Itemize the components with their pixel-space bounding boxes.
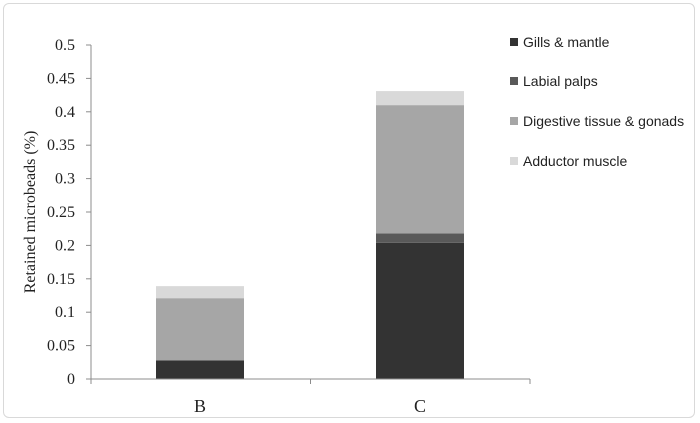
legend-label-3: Adductor muscle — [523, 153, 627, 169]
axes-layer: 0 0.05 0.1 0.15 0.2 0.25 0.3 0.35 0.4 0.45 0.5 B C — [47, 37, 531, 416]
bars-layer — [156, 91, 464, 379]
legend: Gills & mantle Labial palps Digestive tiss… — [510, 34, 684, 169]
x-tick-label-b: B — [194, 396, 206, 416]
y-tick-label: 0.05 — [47, 338, 75, 355]
bar-c-series-3 — [376, 91, 464, 106]
x-tick-label-c: C — [414, 396, 426, 416]
legend-swatch-0 — [510, 38, 518, 46]
bar-c-series-1 — [376, 233, 464, 243]
y-tick-label: 0.45 — [47, 70, 75, 87]
legend-label-0: Gills & mantle — [523, 34, 610, 50]
y-tick-label: 0.4 — [55, 104, 75, 121]
bar-b-series-3 — [156, 286, 244, 299]
y-axis-label: Retained microbeads (%) — [22, 131, 39, 294]
y-tick-label: 0.25 — [47, 204, 75, 221]
legend-swatch-3 — [510, 157, 518, 165]
bar-b-series-2 — [156, 298, 244, 361]
y-tick-label: 0 — [67, 371, 75, 388]
bar-b-series-0 — [156, 360, 244, 379]
chart-frame — [3, 3, 695, 418]
legend-label-2: Digestive tissue & gonads — [523, 113, 684, 129]
y-tick-label: 0.5 — [55, 37, 75, 54]
bar-c-series-2 — [376, 105, 464, 234]
legend-swatch-1 — [510, 77, 518, 85]
legend-swatch-2 — [510, 117, 518, 125]
y-tick-label: 0.2 — [55, 237, 75, 254]
y-tick-label: 0.35 — [47, 137, 75, 154]
bar-c-series-0 — [376, 242, 464, 379]
y-tick-label: 0.1 — [55, 304, 75, 321]
legend-label-1: Labial palps — [523, 73, 598, 89]
y-tick-label: 0.3 — [55, 171, 75, 188]
y-tick-label: 0.15 — [47, 271, 75, 288]
